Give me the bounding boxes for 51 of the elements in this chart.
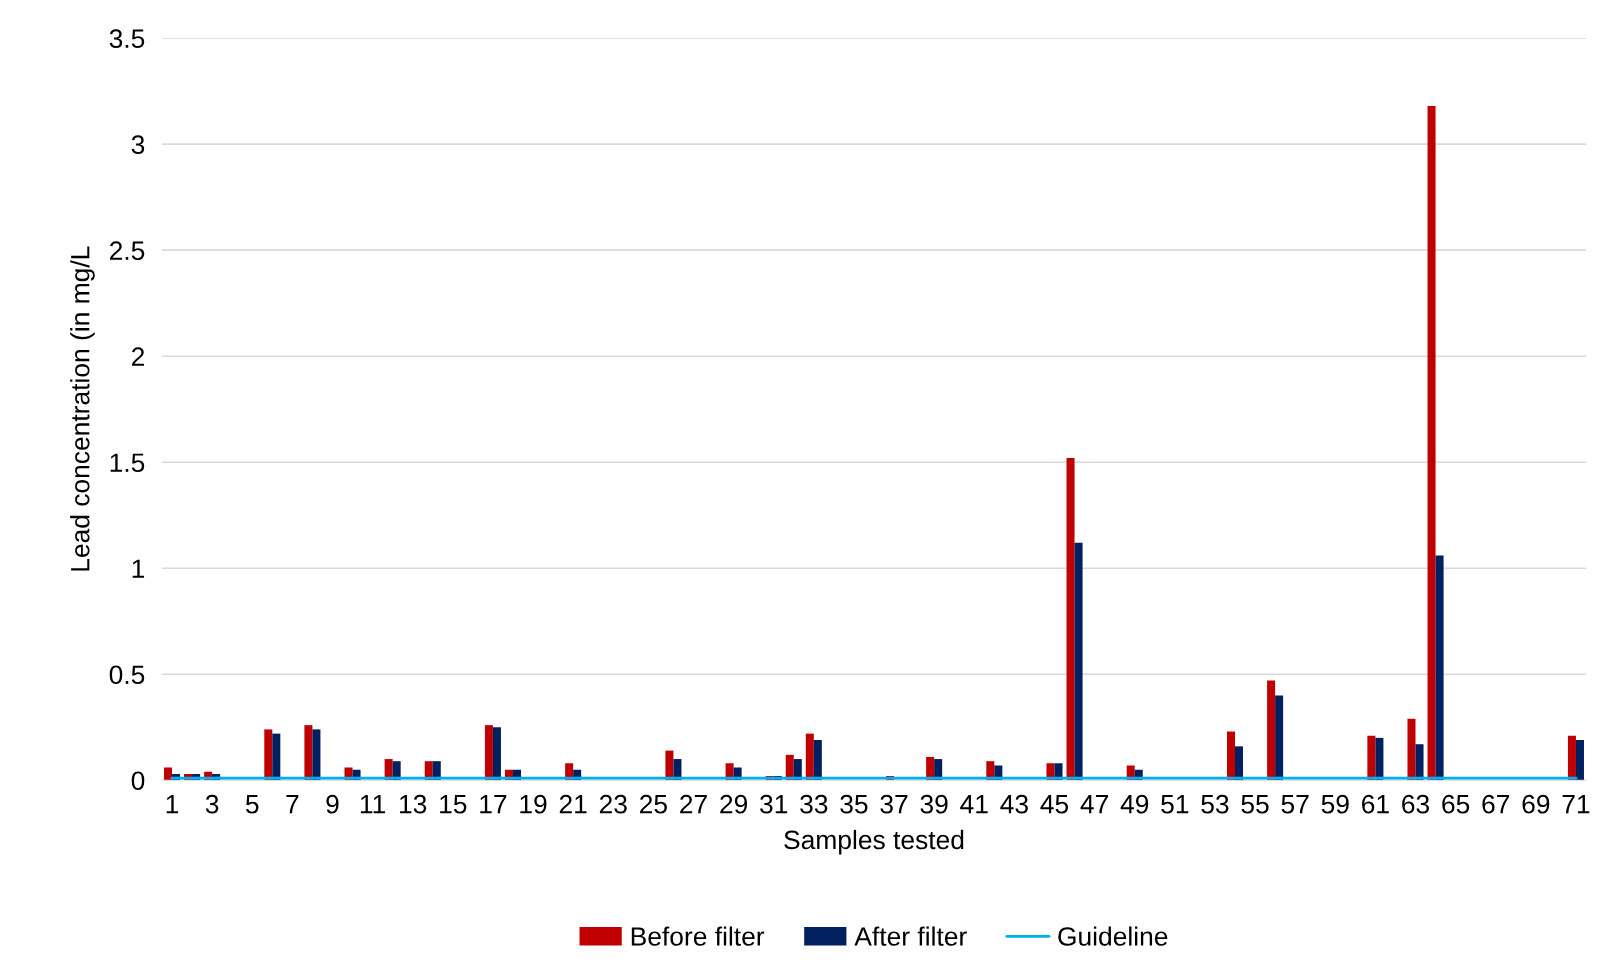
y-tick-label: 1 [132,559,145,578]
x-tick-label: 31 [760,794,788,814]
x-tick-label: 39 [920,794,948,814]
x-tick-label: 71 [1562,795,1590,814]
bar [1575,739,1584,781]
y-tick-label: 1.5 [110,453,145,473]
x-tick-label: 35 [840,794,868,814]
x-tick-label: 11 [360,795,386,814]
x-tick-label: 25 [640,794,667,814]
x-tick-label: 19 [520,794,547,814]
x-tick-label: 3 [205,794,219,814]
x-tick-label: 1 [166,795,179,814]
y-axis-title: Lead concentration (in mg/L [70,246,95,571]
legend-label: Guideline [1058,926,1168,946]
x-tick-label: 41 [960,795,988,814]
x-tick-label: 47 [1080,795,1108,814]
x-tick-label: 45 [1040,795,1069,814]
x-tick-label: 63 [1402,794,1430,814]
y-tick-label: 3.5 [109,29,145,48]
x-tick-label: 67 [1482,794,1510,814]
x-tick-label: 21 [559,794,587,814]
x-axis-title: Samples tested [784,829,964,855]
x-tick-label: 59 [1321,794,1349,814]
x-tick-label: 7 [286,795,299,814]
x-tick-label: 61 [1362,794,1389,814]
y-tick-label: 0.5 [109,665,145,685]
y-tick-label: 2.5 [109,241,145,261]
x-tick-label: 53 [1201,794,1229,814]
x-tick-label: 37 [880,794,908,814]
x-tick-label: 33 [800,794,828,814]
x-tick-label: 55 [1241,795,1269,814]
x-tick-label: 49 [1120,794,1149,814]
x-tick-label: 65 [1442,794,1470,814]
x-tick-label: 29 [720,794,748,814]
y-tick-label: 0 [131,771,145,791]
bar [164,767,173,781]
x-tick-label: 27 [680,794,707,814]
x-tick-label: 13 [400,794,427,814]
x-tick-label: 51 [1161,795,1189,814]
x-tick-label: 5 [245,795,259,814]
x-tick-label: 43 [1000,794,1028,814]
legend-label: After filter [854,926,967,946]
x-tick-label: 57 [1281,795,1309,814]
x-tick-label: 69 [1522,794,1550,814]
y-tick-label: 3 [131,135,145,155]
x-tick-label: 23 [599,794,627,814]
x-tick-label: 17 [480,795,507,814]
legend-label: Before filter [631,926,765,946]
y-tick-label: 2 [131,347,145,366]
x-tick-label: 9 [326,794,339,814]
x-tick-label: 15 [440,795,467,814]
